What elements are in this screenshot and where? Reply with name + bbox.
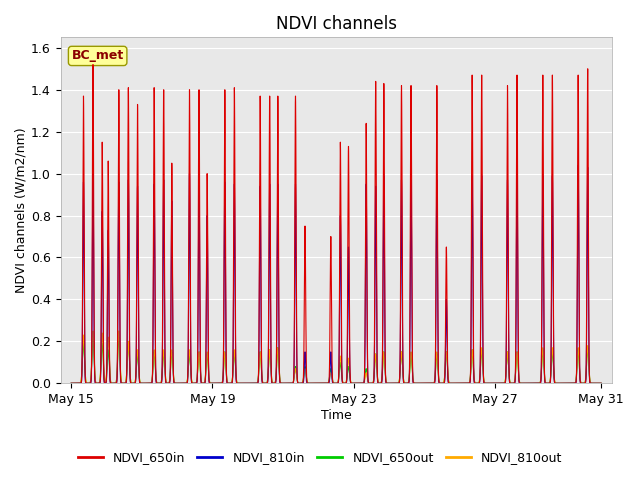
- Title: NDVI channels: NDVI channels: [276, 15, 397, 33]
- X-axis label: Time: Time: [321, 409, 351, 422]
- Legend: NDVI_650in, NDVI_810in, NDVI_650out, NDVI_810out: NDVI_650in, NDVI_810in, NDVI_650out, NDV…: [72, 446, 568, 469]
- Y-axis label: NDVI channels (W/m2/nm): NDVI channels (W/m2/nm): [15, 128, 28, 293]
- Text: BC_met: BC_met: [72, 49, 124, 62]
